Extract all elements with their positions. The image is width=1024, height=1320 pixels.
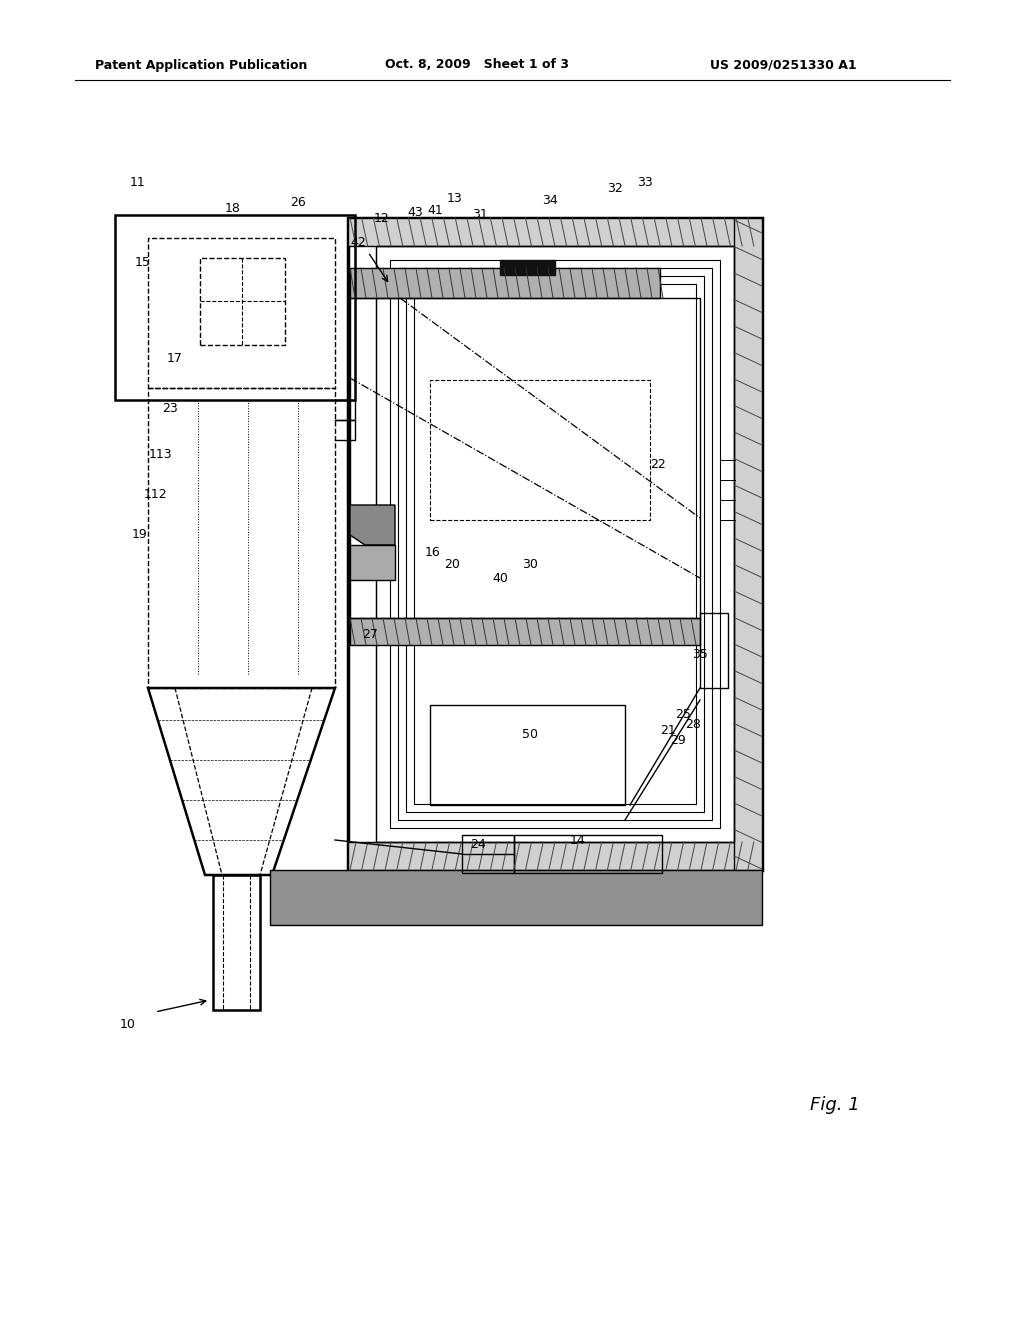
Bar: [270, 870, 762, 925]
Bar: [350, 298, 700, 618]
Text: 28: 28: [685, 718, 701, 731]
Text: 16: 16: [425, 545, 441, 558]
Text: 33: 33: [637, 177, 653, 190]
Text: 17: 17: [167, 351, 183, 364]
Text: 19: 19: [132, 528, 147, 541]
Bar: [148, 388, 335, 688]
Bar: [514, 836, 662, 873]
Text: 18: 18: [225, 202, 241, 214]
Text: 34: 34: [542, 194, 558, 206]
Polygon shape: [350, 268, 660, 298]
Text: 30: 30: [522, 558, 538, 572]
Polygon shape: [500, 260, 555, 275]
Text: US 2009/0251330 A1: US 2009/0251330 A1: [710, 58, 857, 71]
Bar: [398, 268, 712, 820]
Bar: [148, 238, 335, 388]
Bar: [700, 612, 728, 688]
Text: 29: 29: [670, 734, 686, 747]
Bar: [430, 705, 625, 805]
Text: 21: 21: [660, 723, 676, 737]
Bar: [734, 218, 762, 870]
Bar: [406, 276, 705, 812]
Text: Oct. 8, 2009   Sheet 1 of 3: Oct. 8, 2009 Sheet 1 of 3: [385, 58, 569, 71]
Polygon shape: [350, 618, 700, 645]
Text: 43: 43: [408, 206, 423, 219]
Bar: [348, 218, 762, 246]
Bar: [348, 218, 762, 870]
Text: Fig. 1: Fig. 1: [810, 1096, 860, 1114]
Bar: [376, 246, 734, 842]
Bar: [376, 246, 734, 842]
Bar: [200, 257, 285, 345]
Text: 40: 40: [493, 572, 508, 585]
Text: 31: 31: [472, 209, 487, 222]
Text: 41: 41: [427, 203, 442, 216]
Bar: [213, 875, 260, 1010]
Bar: [115, 215, 355, 400]
Text: 112: 112: [143, 488, 167, 502]
Text: 50: 50: [522, 729, 538, 742]
Text: 10: 10: [120, 1019, 136, 1031]
Polygon shape: [350, 506, 395, 545]
Bar: [350, 545, 395, 579]
Text: 32: 32: [607, 181, 623, 194]
Text: 25: 25: [675, 709, 691, 722]
Bar: [430, 380, 650, 520]
Text: 14: 14: [570, 833, 586, 846]
Bar: [390, 260, 720, 828]
Text: 13: 13: [447, 191, 463, 205]
Text: 113: 113: [148, 449, 172, 462]
Text: 23: 23: [162, 401, 178, 414]
Text: 22: 22: [650, 458, 666, 471]
Text: 11: 11: [130, 177, 145, 190]
Text: 26: 26: [290, 197, 306, 210]
Text: 24: 24: [470, 838, 485, 851]
Text: 15: 15: [135, 256, 151, 268]
Bar: [414, 284, 696, 804]
Text: 35: 35: [692, 648, 708, 661]
Bar: [348, 842, 762, 870]
Text: 27: 27: [362, 628, 378, 642]
Text: 42: 42: [350, 236, 366, 249]
Bar: [462, 836, 514, 873]
Text: Patent Application Publication: Patent Application Publication: [95, 58, 307, 71]
Text: 20: 20: [444, 558, 460, 572]
Text: 12: 12: [374, 211, 390, 224]
